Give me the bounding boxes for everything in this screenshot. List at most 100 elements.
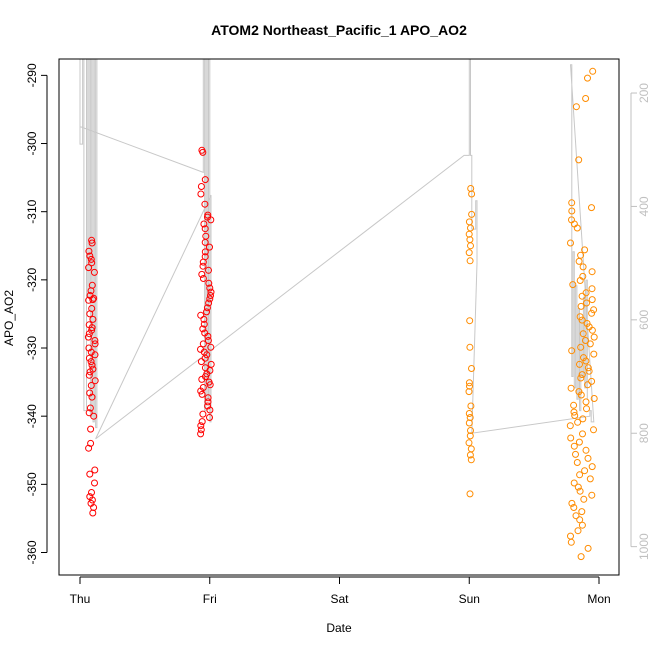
data-point [88, 489, 95, 496]
data-point [86, 470, 94, 478]
x-tick-label: Thu [70, 592, 91, 606]
axes: -360 -350 -340 -330 -320 -310 -300 -290 Thu Fri Sa… [25, 63, 650, 606]
data-point [590, 333, 598, 341]
data-point [467, 224, 474, 232]
data-point [199, 325, 207, 333]
y-tick-label: -350 [25, 472, 39, 496]
data-point [203, 308, 210, 316]
data-point [199, 340, 207, 348]
data-point [578, 371, 586, 379]
data-point [577, 374, 585, 382]
data-point [569, 281, 577, 289]
data-point [466, 490, 474, 498]
data-point [576, 471, 584, 479]
data-point [87, 287, 95, 295]
data-point [582, 337, 589, 344]
data-point [584, 544, 592, 552]
altitude-line [79, 59, 595, 440]
data-point [205, 299, 213, 307]
data-point [200, 315, 208, 323]
data-point [468, 190, 476, 198]
x-axis-label: Date [326, 621, 352, 635]
data-point [576, 360, 583, 368]
data-point [85, 371, 93, 379]
data-point [197, 422, 205, 430]
data-point [466, 382, 473, 390]
data-point [85, 296, 93, 304]
data-point [586, 475, 594, 483]
data-point [197, 183, 205, 190]
data-point [589, 67, 597, 75]
data-point [468, 210, 476, 218]
data-point [206, 406, 214, 414]
data-point [467, 445, 475, 453]
data-point [584, 74, 591, 82]
data-point [198, 418, 206, 426]
data-point [201, 176, 209, 184]
data-point [575, 438, 583, 446]
data-point [466, 432, 474, 440]
data-point [570, 504, 578, 511]
data-point [465, 388, 473, 396]
data-point [590, 350, 598, 358]
x-tick-label: Sun [459, 592, 480, 606]
data-point [577, 391, 585, 399]
data-point [88, 236, 96, 244]
data-point [568, 499, 576, 507]
data-point [91, 466, 99, 474]
data-point [467, 427, 474, 434]
data-point [575, 156, 583, 164]
data-point [578, 508, 586, 516]
altitude-trace [79, 59, 595, 440]
data-point [566, 422, 574, 430]
data-point [465, 379, 473, 387]
data-point [197, 426, 205, 434]
data-point [200, 320, 208, 328]
data-point [581, 246, 589, 254]
data-point [201, 248, 209, 256]
data-point [588, 491, 596, 499]
data-point [197, 358, 205, 366]
data-point [198, 375, 206, 383]
data-point [201, 200, 209, 208]
x-tick-label: Fri [203, 592, 217, 606]
data-point [206, 295, 214, 303]
data-point [568, 199, 576, 207]
data-point [583, 405, 590, 413]
data-point [585, 367, 593, 375]
data-point [578, 521, 586, 529]
data-point [205, 279, 213, 287]
data-point [583, 320, 591, 327]
x-tick-label: Mon [587, 592, 610, 606]
data-point [87, 255, 95, 263]
data-point [87, 425, 95, 433]
data-point [584, 454, 592, 462]
data-point [574, 483, 582, 491]
data-point [87, 358, 95, 366]
data-point [199, 275, 207, 282]
data-point [206, 381, 214, 389]
y2-tick-label: 200 [637, 83, 650, 103]
y2-tick-label: 600 [637, 310, 650, 330]
data-point [568, 347, 576, 355]
data-point [88, 361, 96, 369]
data-point [85, 354, 93, 362]
data-point [567, 538, 575, 546]
data-point [88, 393, 96, 401]
y-tick-label: -340 [25, 404, 39, 428]
data-point [88, 324, 96, 332]
data-point [590, 306, 598, 314]
data-point [201, 238, 209, 246]
y2-tick-label: 400 [637, 196, 650, 216]
data-point [206, 414, 213, 421]
data-point [572, 450, 579, 458]
data-point [466, 317, 474, 325]
data-point [571, 412, 579, 419]
data-point [588, 285, 596, 293]
x-tick-label: Sat [330, 592, 349, 606]
data-point [199, 262, 207, 270]
data-point [576, 516, 584, 524]
plot-frame [58, 58, 620, 576]
data-point [197, 387, 205, 395]
data-point [575, 257, 583, 265]
